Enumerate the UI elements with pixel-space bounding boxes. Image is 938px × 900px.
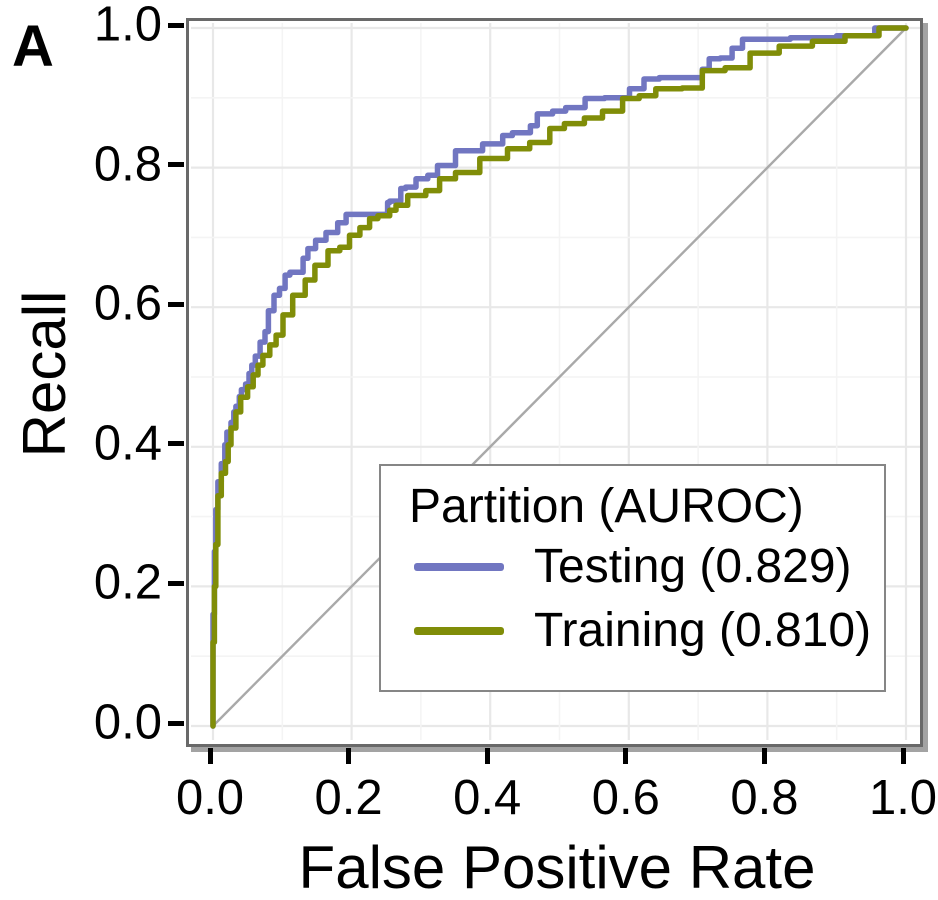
y-tick-label: 1.0: [93, 0, 162, 52]
y-axis-tick: [168, 22, 184, 28]
x-tick-label: 1.0: [868, 771, 938, 825]
y-axis-tick: [168, 580, 184, 586]
y-axis-title: Recall: [11, 290, 78, 458]
y-tick-label: 0.6: [93, 276, 162, 331]
diagonal-reference-line: [212, 27, 907, 727]
legend: Partition (AUROC) Testing (0.829) Traini…: [379, 464, 886, 692]
x-tick-label: 0.6: [591, 771, 660, 825]
testing-line-swatch: [414, 563, 504, 571]
x-axis-tick: [900, 748, 906, 764]
testing-roc-curve: [210, 25, 909, 729]
x-tick-label: 0.2: [314, 771, 383, 825]
legend-item-training: Training (0.810): [381, 600, 884, 662]
legend-item-testing-label: Testing (0.829): [534, 540, 852, 593]
x-tick-label: 0.4: [453, 771, 522, 825]
x-tick-label: 0.8: [730, 771, 799, 825]
training-roc-curve: [210, 25, 909, 729]
x-axis-title: False Positive Rate: [298, 834, 816, 900]
legend-title: Partition (AUROC): [409, 480, 804, 533]
y-tick-label: 0.4: [93, 416, 162, 471]
x-axis-tick: [761, 748, 767, 764]
legend-item-training-label: Training (0.810): [534, 604, 872, 657]
x-axis-tick: [623, 748, 629, 764]
y-axis-tick: [168, 162, 184, 168]
y-axis-tick: [168, 301, 184, 307]
x-tick-label: 0.0: [175, 771, 245, 825]
y-tick-label: 0.2: [93, 555, 162, 610]
panel-label: A: [12, 14, 54, 79]
x-axis-tick: [484, 748, 490, 764]
y-tick-label: 0.0: [93, 695, 162, 750]
y-axis-tick: [168, 720, 184, 726]
y-tick-label: 0.8: [93, 137, 162, 192]
y-axis-tick: [168, 441, 184, 447]
x-axis-tick: [207, 748, 213, 764]
training-line-swatch: [414, 627, 504, 635]
x-axis-tick: [346, 748, 352, 764]
legend-item-testing: Testing (0.829): [381, 536, 884, 598]
